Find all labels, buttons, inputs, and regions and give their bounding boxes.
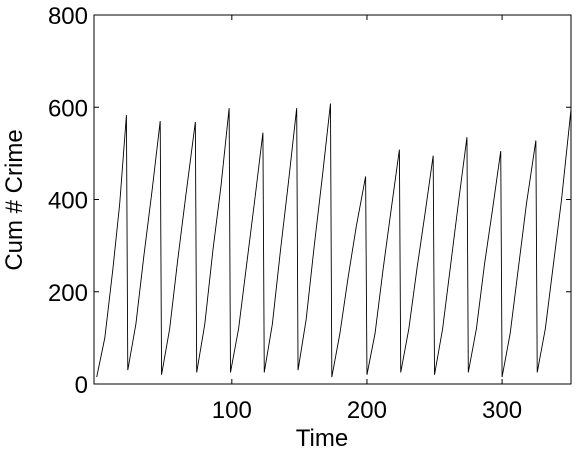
- x-axis-label: Time: [296, 425, 348, 452]
- data-line: [96, 103, 572, 378]
- x-tick-label: 100: [212, 397, 252, 424]
- y-tick-label: 0: [75, 372, 88, 399]
- y-tick-label: 800: [48, 3, 88, 30]
- y-axis-label: Cum # Crime: [1, 129, 28, 270]
- y-tick-label: 600: [48, 95, 88, 122]
- plot-frame: [93, 14, 572, 385]
- x-tick-label: 300: [482, 397, 522, 424]
- y-tick-label: 200: [48, 280, 88, 307]
- x-tick-label: 200: [347, 397, 387, 424]
- y-tick-label: 400: [48, 188, 88, 215]
